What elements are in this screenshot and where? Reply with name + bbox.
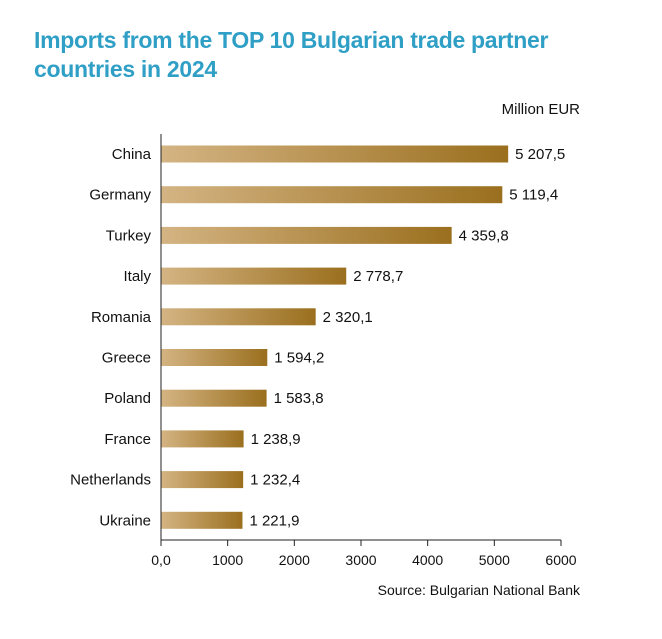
bar: [161, 389, 267, 407]
x-tick-label: 0,0: [151, 552, 171, 568]
x-tick-label: 2000: [279, 552, 310, 568]
value-label: 2 320,1: [323, 309, 373, 326]
category-label: Poland: [104, 390, 151, 407]
bar: [161, 186, 503, 204]
bar: [161, 471, 244, 489]
category-label: Ukraine: [99, 512, 151, 529]
value-label: 1 232,4: [250, 472, 300, 489]
category-label: France: [104, 431, 151, 448]
bar: [161, 430, 244, 448]
bar: [161, 511, 243, 529]
category-label: Germany: [89, 187, 151, 204]
bar: [161, 145, 509, 163]
bar: [161, 226, 452, 244]
category-label: Netherlands: [70, 472, 151, 489]
chart-title: Imports from the TOP 10 Bulgarian trade …: [34, 27, 549, 82]
x-tick-label: 6000: [545, 552, 576, 568]
category-label: Turkey: [106, 227, 152, 244]
bar: [161, 267, 347, 285]
bar: [161, 349, 268, 366]
category-label: Romania: [91, 309, 152, 326]
source-note: Source: Bulgarian National Bank: [377, 582, 580, 598]
bar: [161, 308, 316, 326]
value-label: 1 583,8: [274, 390, 324, 407]
value-label: 1 594,2: [274, 350, 324, 367]
x-tick-label: 3000: [345, 552, 376, 568]
x-tick-label: 4000: [412, 552, 443, 568]
unit-label: Million EUR: [501, 101, 580, 118]
x-axis: 0,0 1000 2000 3000 4000 5000 6000: [151, 134, 577, 568]
value-label: 4 359,8: [459, 227, 509, 244]
value-label: 5 119,4: [509, 187, 558, 204]
value-label: 1 221,9: [249, 512, 299, 529]
value-label: 1 238,9: [251, 431, 301, 448]
value-label: 2 778,7: [353, 268, 403, 285]
bars-group: China 5 207,5 Germany 5 119,4 Turkey 4 359,8 I…: [70, 145, 565, 529]
value-label: 5 207,5: [515, 146, 565, 163]
category-label: Greece: [102, 350, 151, 367]
x-tick-label: 5000: [479, 552, 510, 568]
x-tick-label: 1000: [212, 552, 243, 568]
category-label: Italy: [123, 268, 151, 285]
category-label: China: [112, 146, 152, 163]
